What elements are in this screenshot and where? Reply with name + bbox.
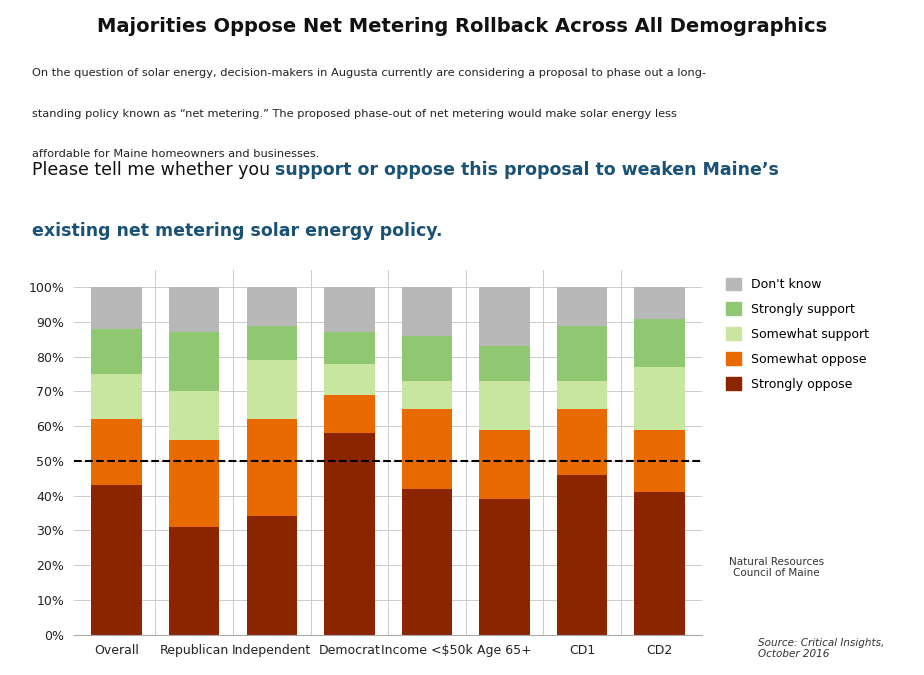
Bar [557, 325, 607, 381]
Text: Natural Resources
Council of Maine: Natural Resources Council of Maine [729, 557, 823, 578]
Bar [402, 409, 452, 489]
Bar [480, 499, 529, 634]
Bar [635, 492, 685, 634]
Text: existing net metering solar energy policy.: existing net metering solar energy polic… [31, 222, 443, 240]
Bar [169, 440, 219, 527]
Bar [324, 288, 374, 333]
Bar [402, 489, 452, 634]
Bar [247, 419, 297, 516]
Bar [635, 319, 685, 367]
Bar [324, 333, 374, 364]
Bar [557, 381, 607, 409]
Text: Please tell me whether you: Please tell me whether you [31, 161, 275, 180]
Bar [635, 430, 685, 492]
Bar [402, 288, 452, 336]
Bar [557, 475, 607, 634]
Bar [169, 288, 219, 333]
Bar [91, 374, 141, 419]
Bar [557, 409, 607, 475]
Bar [169, 527, 219, 634]
Bar [480, 288, 529, 346]
Bar [480, 430, 529, 499]
Bar [247, 288, 297, 325]
Text: On the question of solar energy, decision-makers in Augusta currently are consid: On the question of solar energy, decisio… [31, 68, 706, 78]
Bar [324, 433, 374, 634]
Text: Source: Critical Insights,
October 2016: Source: Critical Insights, October 2016 [758, 638, 884, 659]
Legend: Don't know, Strongly support, Somewhat support, Somewhat oppose, Strongly oppose: Don't know, Strongly support, Somewhat s… [721, 273, 874, 396]
Bar [91, 419, 141, 485]
Bar [169, 333, 219, 391]
Bar [557, 288, 607, 325]
Text: standing policy known as “net metering.” The proposed phase-out of net metering : standing policy known as “net metering.”… [31, 109, 676, 119]
Bar [324, 395, 374, 433]
Text: support or oppose this proposal to weaken Maine’s: support or oppose this proposal to weake… [275, 161, 779, 180]
Bar [480, 346, 529, 381]
Bar [247, 360, 297, 419]
Text: affordable for Maine homeowners and businesses.: affordable for Maine homeowners and busi… [31, 149, 319, 159]
Bar [91, 485, 141, 634]
Bar [480, 381, 529, 430]
Bar [635, 367, 685, 430]
Bar [635, 288, 685, 319]
Bar [247, 516, 297, 634]
Bar [247, 325, 297, 360]
Bar [91, 329, 141, 374]
Text: Majorities Oppose Net Metering Rollback Across All Demographics: Majorities Oppose Net Metering Rollback … [97, 17, 827, 36]
Bar [169, 392, 219, 440]
Bar [402, 381, 452, 409]
Bar [91, 288, 141, 329]
Bar [402, 336, 452, 381]
Bar [324, 364, 374, 395]
